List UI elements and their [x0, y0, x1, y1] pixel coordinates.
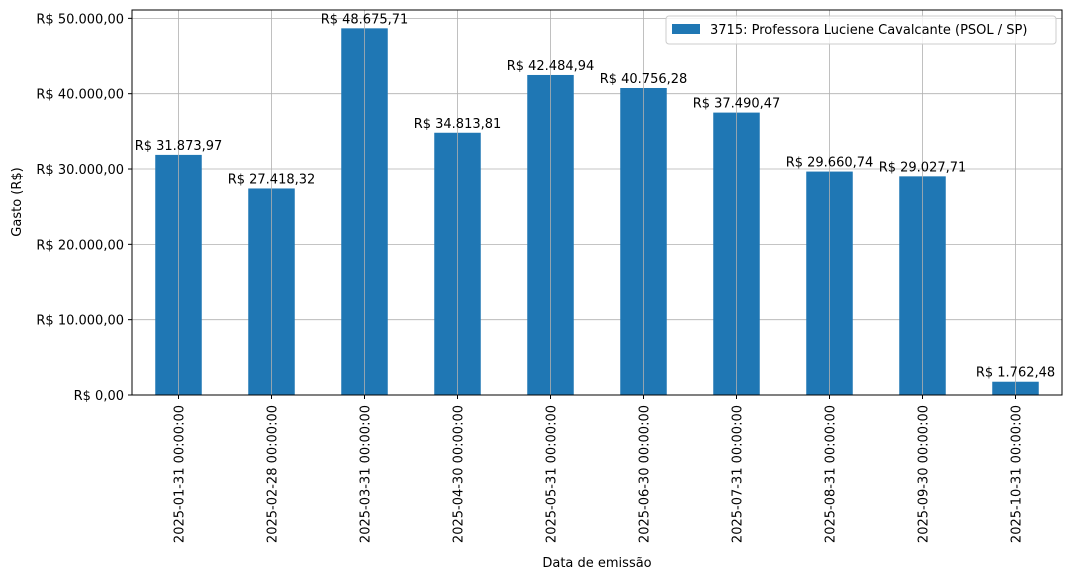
bars: [155, 28, 1039, 396]
legend-label: 3715: Professora Luciene Cavalcante (PSO…: [710, 23, 1027, 38]
plot-frame: [131, 9, 1063, 396]
x-tick-label: 2025-04-30 00:00:00: [452, 405, 467, 543]
legend: 3715: Professora Luciene Cavalcante (PSO…: [665, 15, 1057, 45]
x-tick-label: 2025-09-30 00:00:00: [917, 405, 932, 543]
bar-value-label: R$ 31.873,97: [135, 139, 223, 154]
x-axis-title: Data de emissão: [542, 556, 651, 571]
y-tick-label: R$ 50.000,00: [36, 12, 124, 27]
y-tick-label: R$ 30.000,00: [36, 163, 124, 178]
y-tick-label: R$ 20.000,00: [36, 238, 124, 253]
y-axis-ticks: R$ 0,00 R$ 10.000,00 R$ 20.000,00 R$ 30.000…: [36, 12, 132, 404]
x-tick-label: 2025-01-31 00:00:00: [173, 405, 188, 543]
bar-value-label: R$ 37.490,47: [693, 97, 781, 112]
x-tick-label: 2025-06-30 00:00:00: [638, 405, 653, 543]
bar-value-labels: R$ 31.873,97 R$ 27.418,32 R$ 48.675,71 R$ 3…: [135, 12, 1055, 380]
x-tick-label: 2025-03-31 00:00:00: [359, 405, 374, 543]
bar-value-label: R$ 1.762,48: [976, 366, 1055, 381]
y-tick-label: R$ 40.000,00: [36, 88, 124, 103]
x-tick-label: 2025-08-31 00:00:00: [824, 405, 839, 543]
y-tick-label: R$ 10.000,00: [36, 314, 124, 329]
x-tick-label: 2025-07-31 00:00:00: [731, 405, 746, 543]
bar-value-label: R$ 40.756,28: [600, 72, 688, 87]
bar-value-label: R$ 42.484,94: [507, 59, 595, 74]
x-axis-ticks: 2025-01-31 00:00:00 2025-02-28 00:00:00 20…: [173, 395, 1025, 543]
x-tick-label: 2025-05-31 00:00:00: [545, 405, 560, 543]
bar-value-label: R$ 27.418,32: [228, 172, 316, 187]
y-axis-title: Gasto (R$): [10, 167, 25, 236]
bar-value-label: R$ 29.027,71: [879, 160, 967, 175]
bar-value-label: R$ 48.675,71: [321, 12, 409, 27]
legend-swatch: [672, 24, 700, 34]
bar-value-label: R$ 34.813,81: [414, 117, 502, 132]
bar-value-label: R$ 29.660,74: [786, 156, 874, 171]
x-tick-label: 2025-10-31 00:00:00: [1010, 405, 1025, 543]
legend-frame: [665, 15, 1057, 45]
y-tick-label: R$ 0,00: [74, 389, 124, 404]
x-tick-label: 2025-02-28 00:00:00: [266, 405, 281, 543]
